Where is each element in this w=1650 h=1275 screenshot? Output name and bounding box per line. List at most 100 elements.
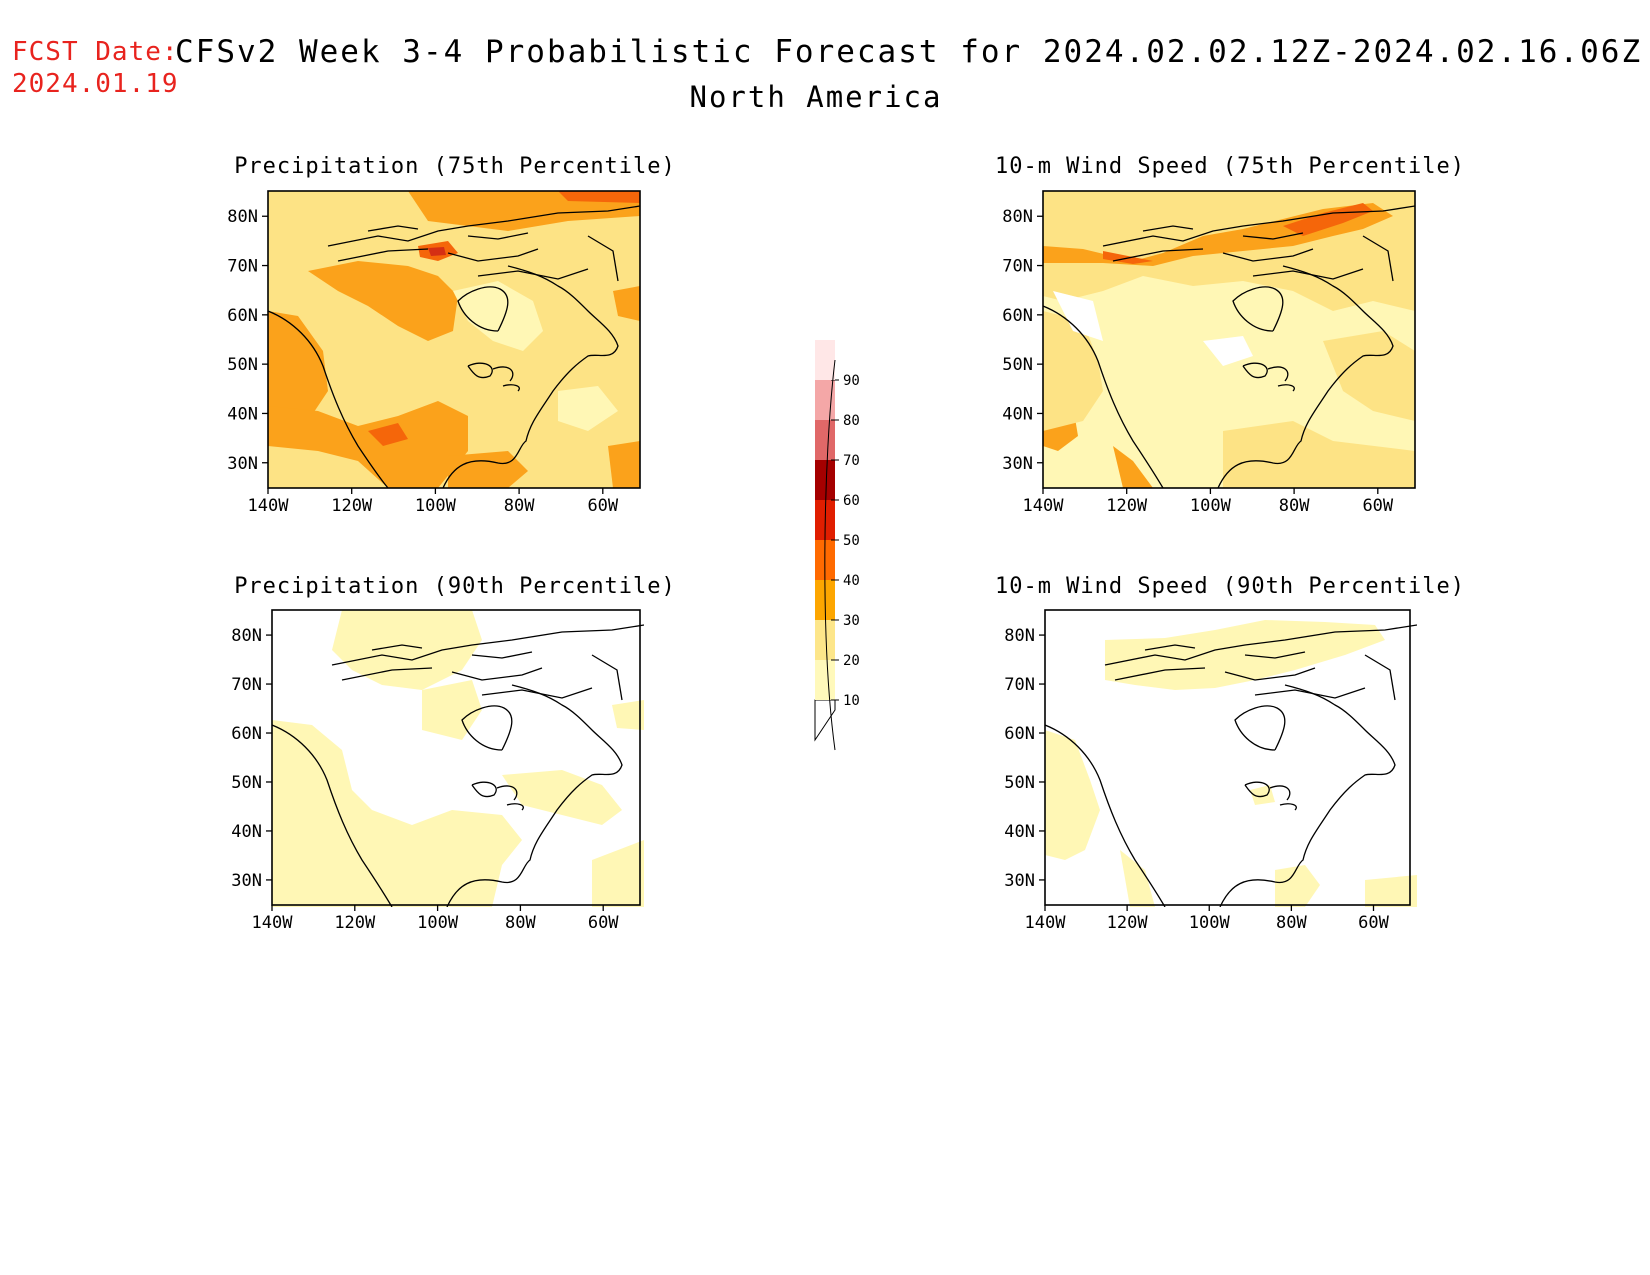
wind75-yellow-south bbox=[1223, 421, 1415, 488]
wind75-islands bbox=[1102, 205, 1415, 282]
wind90-islands bbox=[1104, 624, 1417, 701]
precip90-yellow-arctic bbox=[332, 610, 482, 690]
panel-wind90: 10-m Wind Speed (90th Percentile) bbox=[995, 574, 1465, 907]
lat-tick-label: 40N bbox=[227, 404, 258, 424]
lon-tick-label: 120W bbox=[334, 913, 376, 933]
wind90-yellow-southeast bbox=[1365, 875, 1417, 907]
wind90-coastline bbox=[1045, 684, 1396, 907]
precip90-yellow-arctic2 bbox=[422, 680, 482, 740]
lon-tick-label: 60W bbox=[1362, 496, 1393, 516]
precip75-lightyellow-hudson bbox=[453, 281, 543, 351]
lon-tick-label: 80W bbox=[504, 496, 535, 516]
wind75-yellow-east bbox=[1323, 331, 1415, 421]
precip75-frame bbox=[267, 190, 641, 489]
precip75-coastline bbox=[268, 265, 619, 488]
panel-title: 10-m Wind Speed (75th Percentile) bbox=[995, 154, 1465, 179]
lon-tick-label: 140W bbox=[1025, 913, 1067, 933]
colorbar-bottom-cap bbox=[814, 699, 836, 742]
colorbar-label: 20 bbox=[843, 653, 860, 669]
precip75-orange-northwest bbox=[308, 261, 458, 341]
lat-tick-label: 70N bbox=[227, 257, 258, 277]
lon-tick-label: 140W bbox=[1023, 496, 1065, 516]
lat-tick-label: 30N bbox=[227, 454, 258, 474]
axes-layer: 80N 70N 60N 50N 40N 30N 140W 120W 100W 80W 60W 80N 7… bbox=[227, 207, 1394, 933]
colorbar-segment bbox=[815, 660, 835, 700]
precip90-yellow-east bbox=[502, 770, 622, 825]
lon-tick-label: 60W bbox=[588, 913, 619, 933]
lat-tick-label: 40N bbox=[1004, 822, 1035, 842]
colorbar-label: 80 bbox=[843, 413, 860, 429]
precip90-yellow-west bbox=[272, 720, 522, 907]
lat-tick-label: 70N bbox=[1004, 675, 1035, 695]
lat-tick-label: 70N bbox=[1002, 257, 1033, 277]
precip75-orange-southwest bbox=[268, 401, 468, 488]
lon-tick-label: 80W bbox=[1279, 496, 1310, 516]
lon-tick-label: 120W bbox=[1106, 496, 1148, 516]
wind90-yellow-south bbox=[1120, 850, 1155, 907]
wind75-orange-south bbox=[1113, 446, 1153, 488]
colorbar-label: 30 bbox=[843, 613, 860, 629]
wind90-yellow-westcoast bbox=[1045, 730, 1100, 860]
precip75-dark-southwest bbox=[368, 423, 408, 446]
lon-tick-label: 120W bbox=[1107, 913, 1149, 933]
lat-tick-label: 60N bbox=[231, 724, 262, 744]
colorbar-label: 40 bbox=[843, 573, 860, 589]
precip75-orange-gulf bbox=[448, 451, 528, 488]
wind90-frame bbox=[1044, 609, 1411, 906]
wind90-greatlakes bbox=[1244, 781, 1297, 811]
lon-tick-label: 140W bbox=[248, 496, 290, 516]
region-label: North America bbox=[689, 80, 943, 114]
panel-title: Precipitation (75th Percentile) bbox=[234, 154, 676, 179]
lon-tick-label: 120W bbox=[331, 496, 373, 516]
wind90-yellow-florida bbox=[1275, 865, 1320, 907]
panel-precip75: Precipitation (75th Percentile) bbox=[234, 154, 676, 489]
lat-tick-label: 50N bbox=[1004, 773, 1035, 793]
lat-tick-label: 50N bbox=[231, 773, 262, 793]
wind75-greatlakes bbox=[1242, 362, 1295, 392]
precip75-red-spot bbox=[428, 247, 446, 256]
main-title: CFSv2 Week 3-4 Probabilistic Forecast fo… bbox=[175, 34, 1643, 70]
lat-tick-label: 40N bbox=[1002, 404, 1033, 424]
lon-tick-label: 100W bbox=[1189, 913, 1231, 933]
colorbar: 10 20 30 40 50 60 70 80 90 bbox=[814, 340, 860, 751]
forecast-date-label: FCST Date: bbox=[12, 37, 179, 67]
lon-tick-label: 60W bbox=[587, 496, 618, 516]
lat-tick-label: 60N bbox=[227, 306, 258, 326]
precip75-greatlakes bbox=[467, 362, 520, 392]
precip90-islands bbox=[331, 624, 644, 701]
precip90-yellow-northeast bbox=[612, 700, 644, 730]
panel-title: 10-m Wind Speed (90th Percentile) bbox=[995, 574, 1465, 599]
forecast-date-value: 2024.01.19 bbox=[12, 69, 179, 99]
colorbar-label: 50 bbox=[843, 533, 860, 549]
precip90-frame bbox=[271, 609, 641, 906]
lon-tick-label: 140W bbox=[252, 913, 294, 933]
precip75-orange-southeast bbox=[608, 441, 640, 488]
colorbar-label: 90 bbox=[843, 373, 860, 389]
wind75-dark-band bbox=[1283, 203, 1373, 236]
precip75-orange-east bbox=[613, 286, 640, 321]
lon-tick-label: 100W bbox=[415, 496, 457, 516]
wind75-coastline bbox=[1043, 265, 1394, 488]
lon-tick-label: 100W bbox=[1190, 496, 1232, 516]
lon-tick-label: 80W bbox=[1276, 913, 1307, 933]
colorbar-label: 10 bbox=[843, 693, 860, 709]
panel-title: Precipitation (90th Percentile) bbox=[234, 574, 676, 599]
colorbar-segment bbox=[815, 620, 835, 660]
lat-tick-label: 60N bbox=[1004, 724, 1035, 744]
lat-tick-label: 60N bbox=[1002, 306, 1033, 326]
lat-tick-label: 40N bbox=[231, 822, 262, 842]
precip90-greatlakes bbox=[471, 781, 524, 811]
colorbar-label: 60 bbox=[843, 493, 860, 509]
colorbar-top-cap bbox=[815, 360, 835, 380]
lat-tick-label: 80N bbox=[1004, 626, 1035, 646]
panel-precip90: Precipitation (90th Percentile) bbox=[234, 574, 676, 907]
precip90-white-interior bbox=[362, 750, 442, 810]
panel-wind75: 10-m Wind Speed (75th Percentile) bbox=[995, 154, 1465, 489]
region-subtitle: North America bbox=[0, 80, 1650, 114]
lat-tick-label: 70N bbox=[231, 675, 262, 695]
precip75-orange-west bbox=[268, 311, 328, 431]
lat-tick-label: 30N bbox=[1002, 454, 1033, 474]
lat-tick-label: 30N bbox=[1004, 871, 1035, 891]
lat-tick-label: 50N bbox=[227, 355, 258, 375]
